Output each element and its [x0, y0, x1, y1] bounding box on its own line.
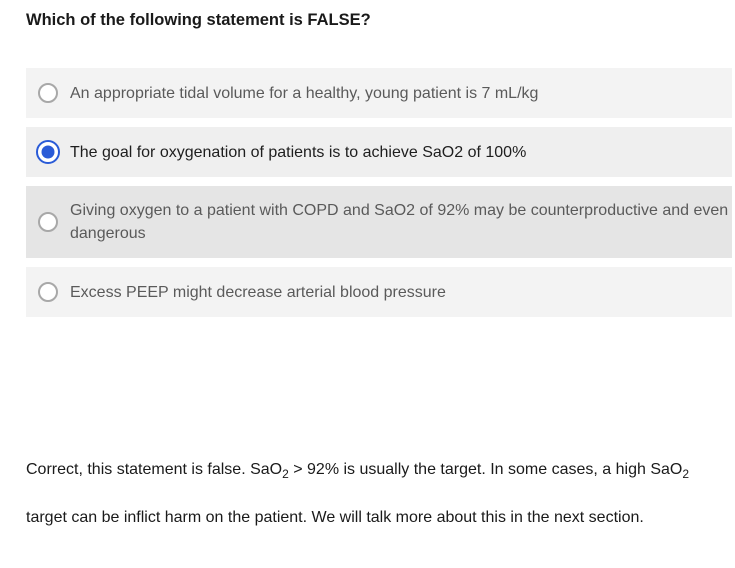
question-title: Which of the following statement is FALS…: [26, 11, 371, 29]
answer-options: An appropriate tidal volume for a health…: [26, 68, 732, 326]
answer-option-4[interactable]: Excess PEEP might decrease arterial bloo…: [26, 267, 732, 317]
radio-button-icon[interactable]: [38, 83, 58, 103]
answer-option-3[interactable]: Giving oxygen to a patient with COPD and…: [26, 186, 732, 258]
answer-option-1[interactable]: An appropriate tidal volume for a health…: [26, 68, 732, 118]
radio-button-icon[interactable]: [38, 282, 58, 302]
radio-button-icon[interactable]: [38, 212, 58, 232]
answer-option-label: Giving oxygen to a patient with COPD and…: [70, 202, 729, 242]
radio-button-checked-icon[interactable]: [36, 140, 60, 164]
answer-option-label: Excess PEEP might decrease arterial bloo…: [70, 283, 446, 301]
answer-option-2[interactable]: The goal for oxygenation of patients is …: [26, 127, 732, 177]
answer-option-label: The goal for oxygenation of patients is …: [70, 143, 527, 161]
feedback-text: Correct, this statement is false. SaO2 >…: [26, 461, 690, 526]
answer-option-label: An appropriate tidal volume for a health…: [70, 84, 539, 102]
